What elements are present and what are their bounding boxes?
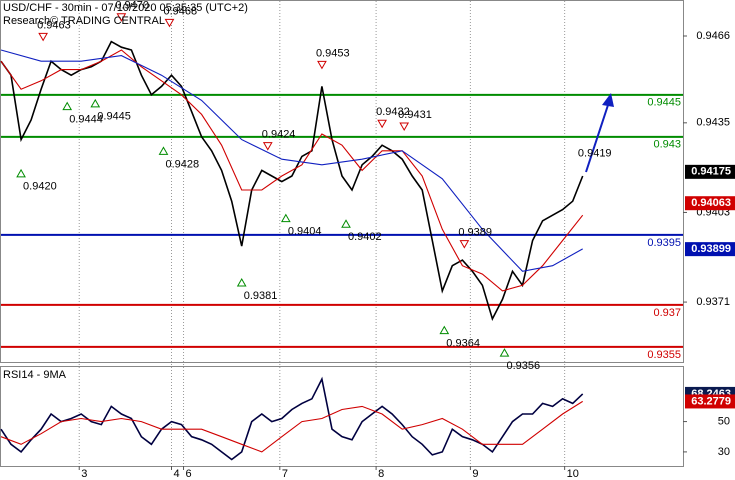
level-label: 0.9445: [647, 97, 681, 109]
series-line: [0, 49, 584, 292]
high-label: 0.9431: [398, 109, 432, 121]
high-label: 0.9424: [262, 129, 296, 141]
last-value-label: 0.93899: [691, 243, 731, 255]
high-marker: [459, 240, 470, 249]
low-marker: [62, 101, 73, 111]
chart-subtitle: Research© TRADING CENTRAL: [3, 15, 165, 27]
x-tick-label: 4: [174, 468, 180, 480]
low-marker: [341, 219, 351, 228]
arrow-head: [602, 93, 614, 107]
low-label: 0.9356: [506, 360, 540, 372]
x-tick-label: 3: [81, 468, 87, 480]
chart-title: USD/CHF - 30min - 07/10/2020 05:35:35 (U…: [3, 2, 248, 14]
low-label: 0.9445: [97, 111, 131, 123]
high-marker: [377, 119, 387, 129]
y-tick-label: 0.9435: [696, 117, 730, 129]
low-marker: [90, 98, 101, 108]
high-marker: [116, 13, 127, 22]
low-label: 0.9381: [244, 290, 278, 302]
rsi-title: RSI14 - 9MA: [3, 369, 67, 381]
y-tick-label: 0.9371: [696, 296, 730, 308]
low-label: 0.9364: [446, 338, 480, 350]
plot-layer: [0, 1, 683, 466]
series-line: [0, 400, 583, 453]
x-tick-label: 9: [472, 468, 478, 480]
high-marker: [262, 142, 273, 151]
x-tick-label: 7: [282, 468, 288, 480]
last-value-label: 0.94175: [691, 166, 731, 178]
y-tick-label: 30: [718, 446, 730, 458]
x-tick-label: 6: [186, 468, 192, 480]
high-label: 0.9468: [163, 5, 197, 17]
high-label: 0.9470: [115, 0, 149, 12]
high-label: 0.9453: [316, 47, 350, 59]
high-marker: [38, 32, 48, 42]
high-label: 0.9389: [458, 227, 492, 239]
level-label: 0.943: [653, 139, 681, 151]
low-marker: [16, 168, 26, 178]
high-marker: [317, 60, 327, 70]
low-label: 0.9404: [288, 226, 322, 238]
y-tick-label: 50: [718, 415, 730, 427]
level-label: 0.9395: [647, 237, 681, 249]
low-marker: [280, 213, 291, 223]
forecast-arrow: [585, 101, 610, 173]
low-marker: [158, 146, 169, 155]
low-label: 0.9428: [165, 158, 199, 170]
last-value-box: [685, 394, 735, 409]
low-label: 0.9402: [348, 231, 382, 243]
low-marker: [499, 348, 510, 357]
high-label: 0.9463: [37, 19, 71, 31]
x-tick-label: 10: [567, 468, 579, 480]
low-marker: [236, 278, 247, 287]
low-marker: [439, 325, 450, 335]
low-label: 0.9444: [69, 114, 103, 126]
high-marker: [164, 18, 175, 28]
last-value-box: [685, 242, 735, 257]
last-value-label: 0.94063: [691, 197, 731, 209]
price-panel: [0, 0, 684, 363]
high-label: 0.9432: [376, 106, 410, 118]
low-label: 0.9420: [23, 181, 57, 193]
level-label: 0.9355: [647, 349, 681, 361]
series-line: [0, 49, 583, 272]
high-marker: [399, 122, 410, 132]
x-tick-label: 8: [378, 468, 384, 480]
level-label: 0.937: [653, 307, 681, 319]
note-label: 0.9419: [578, 148, 612, 160]
rsi-panel: [0, 366, 684, 467]
last-value-box: [685, 164, 735, 179]
series-line: [0, 376, 584, 461]
y-tick-label: 0.9466: [696, 30, 730, 42]
last-value-label: 63.2779: [691, 395, 731, 407]
last-value-box: [685, 196, 735, 211]
